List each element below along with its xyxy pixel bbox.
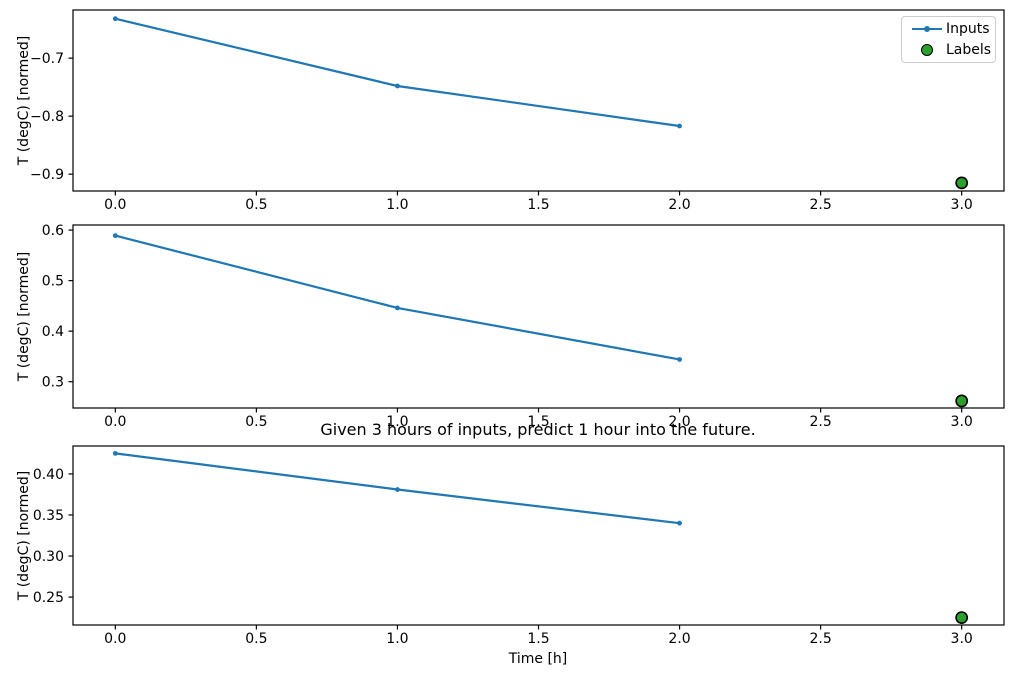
x-tick-label: 2.0: [668, 197, 690, 213]
x-tick-label: 1.0: [386, 197, 408, 213]
y-axis-title: T (degC) [normed]: [16, 471, 32, 602]
x-tick-label: 0.0: [104, 197, 126, 213]
x-tick-label: 2.0: [668, 414, 690, 430]
x-tick-label: 2.5: [809, 197, 831, 213]
labels-circle-icon: [920, 43, 933, 56]
labels-point: [955, 394, 969, 408]
x-tick-label: 0.5: [245, 631, 267, 647]
y-tick-label: −0.8: [30, 109, 64, 125]
figure-title: Given 3 hours of inputs, predict 1 hour …: [320, 420, 756, 439]
inputs-marker: [677, 520, 682, 526]
y-axis-title: T (degC) [normed]: [16, 36, 32, 167]
legend-label-labels: Labels: [946, 41, 992, 58]
axes-frame: [72, 445, 1005, 626]
x-tick-label: 0.0: [104, 631, 126, 647]
x-tick-label: 3.0: [951, 631, 973, 647]
x-tick-label: 1.5: [527, 197, 549, 213]
inputs-marker: [395, 487, 400, 492]
x-tick-label: 2.5: [809, 414, 831, 430]
x-axis-label: Time [h]: [508, 651, 568, 667]
subplot-2: 0.0 0.5 1.0 1.5 2.0 2.5 3.0 0.6 0.5 0.4 0.3 T (degC…: [16, 223, 1005, 430]
inputs-line: [114, 17, 681, 128]
legend-item-labels: Labels: [902, 40, 995, 60]
x-tick-label: 3.0: [951, 414, 973, 430]
inputs-marker: [112, 233, 118, 239]
inputs-line-icon: [911, 26, 942, 33]
x-tick-label: 0.0: [104, 414, 126, 430]
y-tick-label: 0.35: [33, 508, 64, 524]
subplot-3: 0.0 0.5 1.0 1.5 2.0 2.5 3.0 0.40 0.35 0.30 0.25T (…: [16, 445, 1005, 647]
x-tick-label: 0.5: [245, 414, 267, 430]
y-tick-label: 0.40: [33, 467, 64, 483]
legend-item-inputs: Inputs: [902, 19, 995, 39]
y-tick-label: 0.30: [33, 549, 64, 565]
inputs-marker: [112, 16, 118, 22]
x-tick-label: 2.5: [809, 631, 831, 647]
legend-label-inputs: Inputs: [946, 21, 990, 38]
y-tick-label: 0.3: [42, 375, 64, 391]
legend: Inputs Labels: [901, 16, 996, 63]
x-tick-label: 2.0: [668, 631, 690, 647]
x-tick-label: 0.5: [245, 197, 267, 213]
axes-frame: [72, 224, 1005, 409]
x-tick-label: 1.5: [527, 631, 549, 647]
x-tick-label: 1.0: [386, 414, 408, 430]
inputs-marker: [395, 83, 400, 89]
y-tick-label: 0.5: [42, 274, 64, 290]
y-axis-title: T (degC) [normed]: [16, 252, 32, 383]
inputs-marker: [395, 305, 400, 311]
y-tick-label: 0.4: [42, 324, 64, 340]
y-tick-label: −0.7: [30, 51, 64, 67]
inputs-line: [114, 234, 681, 361]
y-tick-label: 0.6: [42, 223, 64, 239]
labels-point: [955, 611, 969, 625]
inputs-marker: [112, 450, 118, 456]
labels-swatch-cell: [907, 43, 946, 56]
inputs-marker: [677, 357, 682, 362]
subplot-1: 0.0 0.5 1.0 1.5 2.0 2.5 3.0 −0.7 −0.8 −0.9T (degC…: [16, 9, 1005, 213]
x-tick-label: 3.0: [951, 197, 973, 213]
x-tick-label: 1.5: [527, 414, 549, 430]
inputs-marker-icon: [923, 26, 930, 33]
x-tick-label: 1.0: [386, 631, 408, 647]
y-tick-label: 0.25: [33, 590, 64, 606]
y-tick-label: −0.9: [30, 167, 64, 183]
labels-point: [955, 176, 969, 190]
axes-frame: [72, 9, 1005, 192]
inputs-marker: [677, 123, 682, 129]
inputs-swatch-cell: [907, 26, 946, 33]
